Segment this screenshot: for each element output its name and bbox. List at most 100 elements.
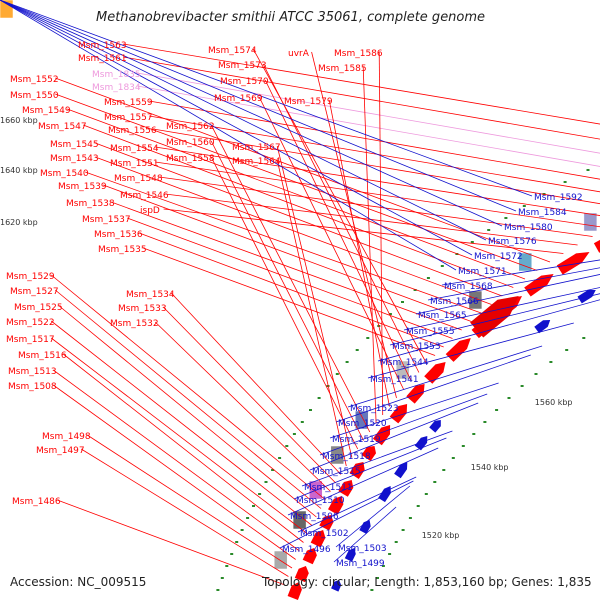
gene-label-left: Msm_1508 (8, 382, 57, 392)
leader-line-left (363, 67, 376, 424)
leader-line-left (149, 116, 600, 203)
gc-tick-outer (318, 397, 321, 399)
gene-label-left: Msm_1564 (232, 157, 281, 167)
gene-label-left: Msm_1486 (12, 497, 61, 507)
gc-tick-outer (225, 565, 228, 567)
gene-label-left: Msm_1538 (66, 199, 115, 209)
gene-label-right: Msm_1520 (338, 419, 387, 429)
leader-line-left (55, 290, 321, 509)
gene-label-right: Msm_1572 (474, 252, 523, 262)
gene-label-left: Msm_1560 (166, 138, 215, 148)
gene-label-right: Msm_1566 (430, 297, 479, 307)
gene-label-right: Msm_1541 (370, 375, 419, 385)
leader-line-left (51, 275, 326, 500)
kbp-label: 1660 kbp (0, 116, 38, 125)
gc-tick-outer (523, 205, 526, 207)
gene-label-right: Msm_1499 (336, 559, 385, 569)
gene-label-right: Msm_1496 (282, 545, 331, 555)
gene-label-left: Msm_1574 (208, 46, 257, 56)
gene-label-left: Msm_1533 (118, 304, 167, 314)
gc-tick-inner (565, 349, 568, 351)
gene-label-right: Msm_1523 (350, 404, 399, 414)
gc-tick-inner (388, 553, 391, 555)
topology-summary: Topology: circular; Length: 1,853,160 bp… (262, 575, 592, 589)
gc-tick-outer (265, 481, 268, 483)
leader-line-left (171, 293, 341, 475)
gc-tick-outer (487, 229, 490, 231)
gc-tick-outer (293, 433, 296, 435)
gene-label-left: Msm_1569 (214, 94, 263, 104)
gene-label-left: Msm_1586 (334, 49, 383, 59)
leader-line-left (51, 321, 312, 526)
gene-label-left: Msm_1579 (284, 97, 333, 107)
leader-line-left (277, 160, 346, 466)
gene-label-left: Msm_1516 (18, 351, 67, 361)
gene-label-right: Msm_1518 (322, 452, 371, 462)
gene-label-left: Msm_1529 (6, 272, 55, 282)
gene-label-left: Msm_1497 (36, 446, 85, 456)
gene-label-left: Msm_1539 (58, 182, 107, 192)
gene-label-left: Msm_1554 (110, 144, 159, 154)
gc-tick-outer (246, 517, 249, 519)
gene-label-left: ispD (140, 206, 160, 216)
kbp-label: 1540 kbp (471, 463, 509, 472)
gc-tick-outer (366, 337, 369, 339)
gene-label-left: Msm_1548 (114, 174, 163, 184)
gene-label-left: Msm_1513 (8, 367, 57, 377)
leader-line-left (57, 500, 285, 585)
gc-tick-outer (221, 577, 224, 579)
gc-tick-outer (216, 589, 219, 591)
gene-label-right: Msm_1571 (458, 267, 507, 277)
gene-label-right: Msm_1565 (418, 311, 467, 321)
gene-label-left: Msm_1834 (92, 83, 141, 93)
gene-label-left: Msm_1540 (40, 169, 89, 179)
gene-label-left: Msm_1562 (166, 122, 215, 132)
leader-line-right (0, 0, 502, 226)
leader-line-left (139, 233, 444, 347)
gc-tick-outer (587, 169, 590, 171)
gene-label-left: Msm_1543 (50, 154, 99, 164)
gc-tick-outer (427, 277, 430, 279)
gc-tick-inner (395, 541, 398, 543)
gene-label-left: Msm_1567 (232, 143, 281, 153)
gc-tick-inner (582, 337, 585, 339)
gc-tick-outer (258, 493, 261, 495)
gene-label-left: Msm_1545 (50, 140, 99, 150)
gc-tick-outer (346, 361, 349, 363)
gc-tick-inner (549, 361, 552, 363)
gc-tick-outer (441, 265, 444, 267)
gene-label-right: Msm_1506 (290, 512, 339, 522)
leader-line-right (0, 0, 456, 270)
gene-label-left: Msm_1517 (6, 335, 55, 345)
gene-label-left: Msm_1551 (110, 159, 159, 169)
gene-label-left: Msm_1561 (78, 54, 127, 64)
gene-label-right: Msm_1515 (312, 467, 361, 477)
gene-label-left: Msm_1835 (92, 70, 141, 80)
gc-tick-inner (483, 421, 486, 423)
gene-label-right: Msm_1576 (488, 237, 537, 247)
gc-tick-inner (402, 529, 405, 531)
gene-label-right: Msm_1510 (296, 496, 345, 506)
gene-label-left: Msm_1552 (10, 75, 59, 85)
gc-tick-inner (535, 373, 538, 375)
accession-text: Accession: NC_009515 (10, 575, 146, 589)
gc-tick-inner (472, 433, 475, 435)
leader-line-left (53, 385, 296, 560)
gc-tick-inner (433, 481, 436, 483)
map-title: Methanobrevibacter smithii ATCC 35061, c… (96, 10, 485, 25)
gc-tick-outer (301, 421, 304, 423)
gc-tick-outer (241, 529, 244, 531)
gene-label-left: Msm_1498 (42, 432, 91, 442)
gc-tick-inner (508, 397, 511, 399)
gene-label-left: Msm_1585 (318, 64, 367, 74)
leader-line-left (59, 306, 316, 517)
leader-line-left (211, 141, 363, 441)
gc-tick-outer (309, 409, 312, 411)
gene-label-left: Msm_1527 (10, 287, 59, 297)
gene-label-left: Msm_1573 (218, 61, 267, 71)
gene-label-left: Msm_1550 (10, 91, 59, 101)
gene-label-left: Msm_1556 (108, 126, 157, 136)
gene-label-right: Msm_1519 (332, 435, 381, 445)
gc-tick-inner (521, 385, 524, 387)
gc-tick-inner (495, 409, 498, 411)
